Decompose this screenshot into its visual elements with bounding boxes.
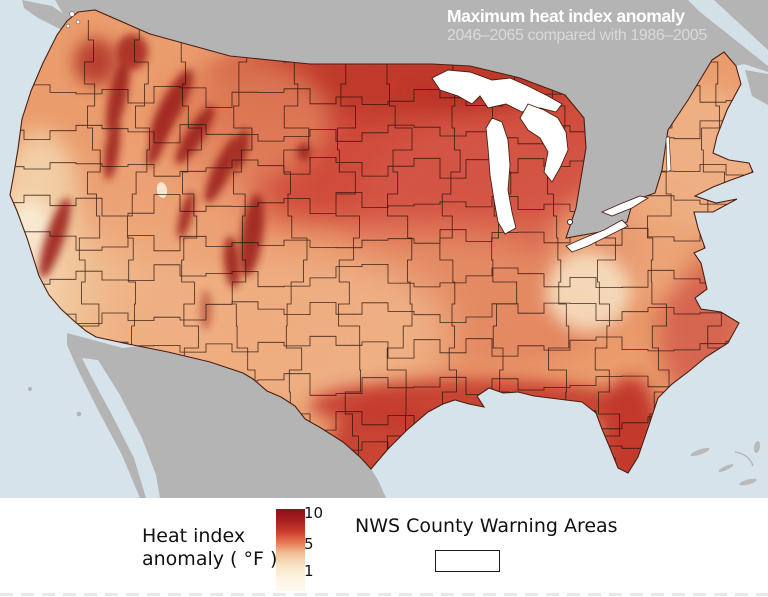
gulf-of-california-water	[82, 358, 160, 498]
lake-st-clair	[566, 218, 574, 226]
canada-landmass	[55, 0, 768, 238]
lake-huron	[519, 103, 569, 183]
lake-champlain	[665, 135, 672, 173]
nova-scotia-landmass	[745, 70, 768, 105]
st-lawrence-water	[688, 0, 768, 66]
lake-superior	[431, 69, 563, 113]
bahamas-islands	[690, 441, 761, 486]
vancouver-island	[22, 0, 72, 30]
colorbar-tick-5: 5	[304, 535, 314, 553]
lake-michigan	[485, 117, 517, 235]
colorbar-label-line2: anomaly ( °F )	[142, 548, 278, 570]
heat-anomaly-field	[10, 10, 753, 473]
colorbar-gradient	[276, 509, 305, 591]
us-coastline-outline	[9, 9, 754, 474]
legend: Heat index anomaly ( °F ) 10 5 1 NWS Cou…	[0, 498, 768, 597]
colorbar-tick-10: 10	[304, 504, 324, 522]
cwa-boundary-lines	[10, 20, 753, 473]
lake-erie	[565, 219, 629, 253]
colorbar-label: Heat index anomaly ( °F )	[142, 525, 277, 571]
map-region: Maximum heat index anomaly 2046–2065 com…	[0, 0, 768, 498]
puget-sound-islands	[65, 11, 81, 29]
map-title: Maximum heat index anomaly	[447, 6, 685, 26]
great-lakes	[431, 69, 672, 253]
nws-cwa-label: NWS County Warning Areas	[355, 515, 618, 537]
map-title-overlay: Maximum heat index anomaly 2046–2065 com…	[447, 6, 757, 45]
great-salt-lake	[156, 182, 168, 198]
lake-ontario	[600, 195, 650, 217]
pacific-islets	[28, 387, 82, 417]
nws-cwa-symbol	[435, 550, 500, 572]
colorbar-tick-1: 1	[304, 562, 314, 580]
colorbar-label-line1: Heat index	[142, 525, 246, 547]
map-subtitle: 2046–2065 compared with 1986–2005	[447, 27, 707, 44]
cropped-caption-remnant	[0, 593, 768, 596]
us-heat-map	[0, 0, 768, 498]
